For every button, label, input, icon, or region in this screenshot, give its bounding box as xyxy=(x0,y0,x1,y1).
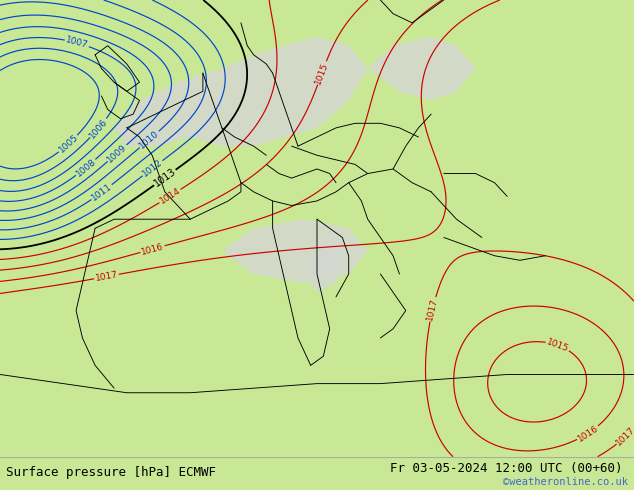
Text: 1006: 1006 xyxy=(87,117,110,140)
Text: 1005: 1005 xyxy=(57,133,80,155)
Text: 1007: 1007 xyxy=(65,36,89,50)
Text: 1016: 1016 xyxy=(576,423,600,443)
Text: 1017: 1017 xyxy=(94,270,119,283)
Text: 1013: 1013 xyxy=(152,166,178,189)
Text: Surface pressure [hPa] ECMWF: Surface pressure [hPa] ECMWF xyxy=(6,466,216,479)
Polygon shape xyxy=(222,219,368,283)
Text: 1008: 1008 xyxy=(74,157,98,178)
Polygon shape xyxy=(114,37,368,146)
Text: 1017: 1017 xyxy=(425,297,439,321)
Text: 1015: 1015 xyxy=(545,337,570,353)
Text: 1009: 1009 xyxy=(105,142,129,164)
Polygon shape xyxy=(304,238,349,292)
Text: ©weatheronline.co.uk: ©weatheronline.co.uk xyxy=(503,477,628,487)
Text: 1014: 1014 xyxy=(158,186,182,206)
Text: Fr 03-05-2024 12:00 UTC (00+60): Fr 03-05-2024 12:00 UTC (00+60) xyxy=(390,462,623,475)
Text: 1012: 1012 xyxy=(141,158,164,179)
Text: 1015: 1015 xyxy=(314,61,330,85)
Text: 1011: 1011 xyxy=(90,182,113,203)
Text: 1017: 1017 xyxy=(614,425,634,447)
Polygon shape xyxy=(368,37,476,100)
Text: 1010: 1010 xyxy=(138,128,161,150)
Text: 1016: 1016 xyxy=(140,242,165,256)
